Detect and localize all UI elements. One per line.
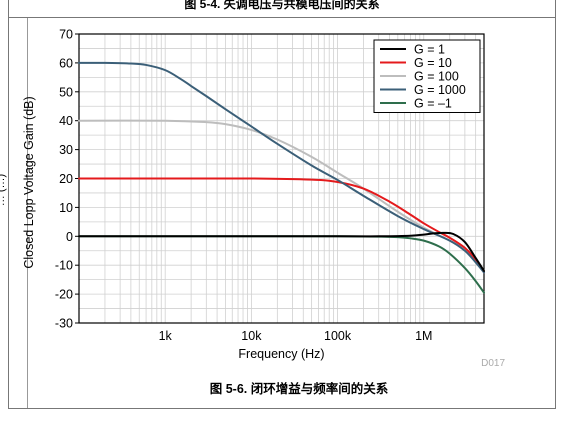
y-tick-label: -20 [55,288,73,302]
figure-caption: 图 5-6. 闭环增益与频率间的关系 [209,382,389,396]
y-tick-label: 20 [59,172,73,186]
series-line-g10 [78,177,485,274]
figure-frame [8,18,556,409]
legend-label: G = –1 [414,97,452,111]
legend-label: G = 1 [414,43,445,57]
x-tick-label: 100k [324,329,352,343]
y-tick-label: 0 [66,230,73,244]
chart-axes: 70 60 50 40 30 20 10 0 -10 -20 -30 1k 10k 100k 1M Frequ… [22,28,505,370]
x-tick-label: 10k [241,329,262,343]
x-tick-label: 1M [415,329,432,343]
legend-label: G = 100 [414,70,459,84]
y-tick-label: -30 [55,317,73,331]
series-line-g1 [78,231,485,272]
y-axis-label: Closed Lopp Voltage Gain (dB) [22,96,36,268]
y-tick-label: 70 [59,28,73,42]
x-axis-label: Frequency (Hz) [238,347,324,361]
y-tick-label: 60 [59,56,73,70]
top-figure-caption: 图 5-4. 失调电压与共模电压间的关系 [184,0,380,11]
legend-label: G = 1000 [414,83,466,97]
y-tick-label: -10 [55,259,73,273]
legend-label: G = 10 [414,56,452,70]
y-tick-label: 10 [59,201,73,215]
top-caption-frame: 图 5-4. 失调电压与共模电压间的关系 [8,0,556,18]
left-fragment: … (…) [0,174,7,206]
y-tick-label: 40 [59,114,73,128]
y-tick-label: 30 [59,143,73,157]
table-divider [27,18,28,408]
chart-series [78,61,485,294]
chart-watermark: D017 [481,358,505,369]
left-fragment-text: … (…) [0,174,7,206]
series-line-g1000 [78,61,485,274]
x-tick-label: 1k [159,329,173,343]
y-tick-label: 50 [59,85,73,99]
